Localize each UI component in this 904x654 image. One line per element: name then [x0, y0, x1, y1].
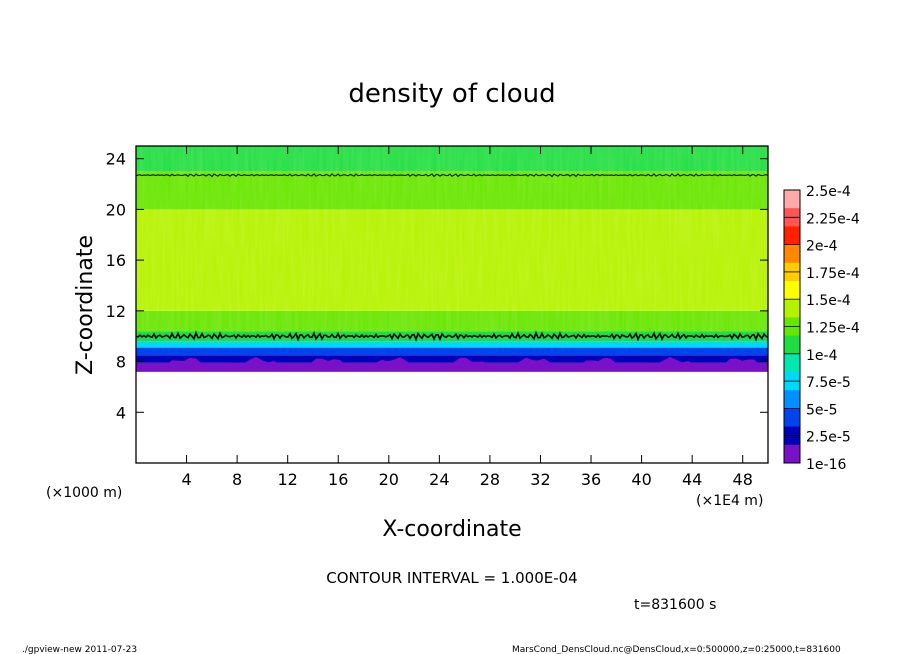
colorbar-label: 2.25e-4: [806, 211, 860, 227]
footer-right: MarsCond_DensCloud.nc@DensCloud,x=0:5000…: [512, 645, 841, 654]
colorbar-label: 1e-4: [806, 348, 838, 364]
x-tick-label: 12: [278, 470, 298, 489]
contour-line: [136, 330, 768, 342]
colorbar-swatch: [784, 299, 800, 318]
colorbar-label: 2e-4: [806, 239, 838, 255]
colorbar-swatch: [784, 335, 800, 355]
x-tick-label: 28: [480, 470, 500, 489]
colorbar-swatch: [784, 226, 800, 245]
colorbar-swatch: [784, 390, 800, 409]
x-tick-label: 8: [232, 470, 242, 489]
colorbar-label: 1e-16: [806, 457, 846, 473]
colorbar-swatch: [784, 444, 800, 464]
y-tick-label: 12: [106, 302, 126, 321]
x-tick-label: 16: [328, 470, 348, 489]
chart-title: density of cloud: [348, 79, 555, 109]
field-texture: [136, 146, 768, 311]
colorbar-swatch: [784, 190, 800, 209]
plot-frame: [135, 145, 769, 464]
x-axis-label: X-coordinate: [382, 517, 521, 542]
contour-line: [136, 173, 768, 178]
time-text: t=831600 s: [634, 597, 716, 613]
colorbar-label: 7.5e-5: [806, 375, 851, 391]
colorbar-swatch: [784, 281, 800, 300]
footer-left: ./gpview-new 2011-07-23: [22, 645, 137, 654]
contour-interval-text: CONTOUR INTERVAL = 1.000E-04: [326, 569, 577, 587]
x-unit-left: (×1000 m): [46, 485, 122, 501]
field-texture: [136, 310, 768, 332]
y-axis-label: Z-coordinate: [73, 235, 98, 375]
x-axis: 4 8 12 16 20 24 28 32 36 40 44 48: [181, 146, 753, 489]
x-tick-label: 40: [631, 470, 651, 489]
field-layer: [136, 371, 768, 463]
x-tick-label: 24: [429, 470, 449, 489]
y-tick-label: 16: [106, 251, 126, 270]
contour-lines: [136, 173, 768, 342]
colorbar-swatch: [784, 244, 800, 264]
colorbar-label: 1.75e-4: [806, 266, 860, 282]
colorbar-label: 1.5e-4: [806, 293, 851, 309]
colorbar-label: 1.25e-4: [806, 321, 860, 337]
y-tick-label: 24: [106, 150, 126, 169]
field-layer: [136, 341, 768, 348]
x-tick-label: 48: [733, 470, 753, 489]
colorbar-swatch: [784, 408, 800, 427]
y-tick-label: 8: [116, 353, 126, 372]
colorbar: 2.5e-4 2.25e-4 2e-4 1.75e-4 1.5e-4 1.25e-4 1e-…: [783, 184, 860, 473]
colorbar-swatch: [784, 353, 800, 373]
y-tick-label: 4: [116, 403, 126, 422]
field-layer: [136, 355, 768, 363]
y-axis: 4 8 12 16 20 24: [106, 150, 768, 422]
field-layer: [136, 347, 768, 356]
y-tick-label: 20: [106, 200, 126, 219]
field-boundary: [136, 356, 768, 372]
heatmap-field: [136, 146, 768, 463]
x-unit-right: (×1E4 m): [696, 493, 763, 509]
x-tick-label: 36: [581, 470, 601, 489]
x-tick-label: 44: [682, 470, 702, 489]
colorbar-label: 2.5e-4: [806, 184, 851, 200]
colorbar-label: 5e-5: [806, 402, 837, 418]
x-tick-label: 32: [530, 470, 550, 489]
colorbar-label: 2.5e-5: [806, 430, 851, 446]
x-tick-label: 20: [379, 470, 399, 489]
x-tick-label: 4: [181, 470, 191, 489]
